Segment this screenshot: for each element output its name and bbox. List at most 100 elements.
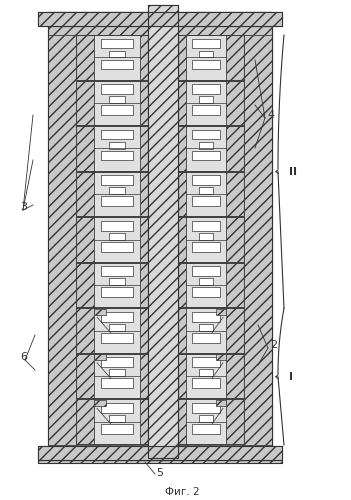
- Bar: [109, 233, 125, 239]
- Bar: [140, 35, 148, 80]
- Bar: [140, 308, 148, 353]
- Text: 3: 3: [20, 202, 27, 212]
- Bar: [76, 17, 244, 455]
- Bar: [101, 150, 133, 160]
- Bar: [192, 175, 220, 185]
- Bar: [148, 5, 178, 458]
- Bar: [94, 35, 140, 80]
- Bar: [186, 172, 226, 216]
- Bar: [48, 12, 272, 460]
- Bar: [101, 288, 133, 297]
- Bar: [101, 60, 133, 70]
- Bar: [226, 80, 244, 125]
- Bar: [38, 12, 282, 26]
- Bar: [38, 446, 282, 463]
- Bar: [101, 333, 133, 342]
- Bar: [216, 354, 226, 360]
- Bar: [178, 354, 186, 399]
- Bar: [109, 50, 125, 58]
- Bar: [101, 378, 133, 388]
- Bar: [76, 263, 94, 308]
- Bar: [38, 446, 282, 460]
- Bar: [192, 333, 220, 342]
- Bar: [186, 308, 226, 353]
- Bar: [186, 217, 226, 262]
- Bar: [192, 221, 220, 230]
- Text: 4: 4: [267, 110, 274, 120]
- Bar: [101, 424, 133, 434]
- Bar: [199, 415, 213, 422]
- Bar: [38, 12, 282, 26]
- Bar: [94, 172, 140, 216]
- Bar: [94, 309, 106, 315]
- Bar: [178, 308, 186, 353]
- Bar: [199, 50, 213, 58]
- Bar: [94, 354, 140, 399]
- Bar: [94, 80, 140, 125]
- Bar: [226, 217, 244, 262]
- Bar: [216, 309, 226, 315]
- Bar: [226, 35, 244, 80]
- Bar: [109, 370, 125, 376]
- Bar: [38, 446, 282, 463]
- Bar: [186, 263, 226, 308]
- Bar: [192, 403, 220, 413]
- Bar: [178, 80, 186, 125]
- Bar: [48, 12, 272, 460]
- Bar: [226, 263, 244, 308]
- Bar: [186, 80, 226, 125]
- Bar: [101, 403, 133, 413]
- Text: I: I: [289, 372, 293, 382]
- Bar: [199, 142, 213, 148]
- Bar: [192, 60, 220, 70]
- Bar: [148, 5, 178, 458]
- Bar: [178, 263, 186, 308]
- Bar: [101, 242, 133, 252]
- Bar: [226, 172, 244, 216]
- Bar: [140, 400, 148, 444]
- Bar: [192, 150, 220, 160]
- Bar: [192, 288, 220, 297]
- Bar: [140, 126, 148, 170]
- Bar: [140, 263, 148, 308]
- Text: Фиг. 2: Фиг. 2: [165, 487, 200, 497]
- Bar: [38, 12, 282, 26]
- Bar: [76, 217, 94, 262]
- Bar: [178, 400, 186, 444]
- Bar: [109, 188, 125, 194]
- Bar: [48, 12, 272, 460]
- Bar: [186, 400, 226, 444]
- Bar: [109, 324, 125, 331]
- Bar: [76, 308, 94, 353]
- Bar: [101, 312, 133, 322]
- Bar: [199, 278, 213, 285]
- Text: 6: 6: [20, 352, 27, 362]
- Bar: [192, 378, 220, 388]
- Bar: [140, 217, 148, 262]
- Text: 2: 2: [270, 340, 277, 350]
- Bar: [226, 126, 244, 170]
- Bar: [94, 126, 140, 170]
- Bar: [101, 196, 133, 206]
- Bar: [109, 142, 125, 148]
- Bar: [101, 358, 133, 368]
- Bar: [101, 266, 133, 276]
- Bar: [226, 400, 244, 444]
- Bar: [76, 354, 94, 399]
- Bar: [76, 172, 94, 216]
- Bar: [192, 84, 220, 94]
- Bar: [192, 312, 220, 322]
- Bar: [109, 415, 125, 422]
- Bar: [244, 35, 272, 445]
- Bar: [94, 354, 106, 360]
- Bar: [48, 26, 272, 35]
- Bar: [199, 370, 213, 376]
- Bar: [192, 196, 220, 206]
- Bar: [199, 233, 213, 239]
- Bar: [101, 84, 133, 94]
- Bar: [76, 400, 94, 444]
- Bar: [140, 172, 148, 216]
- Bar: [186, 35, 226, 80]
- Bar: [186, 126, 226, 170]
- Bar: [192, 105, 220, 115]
